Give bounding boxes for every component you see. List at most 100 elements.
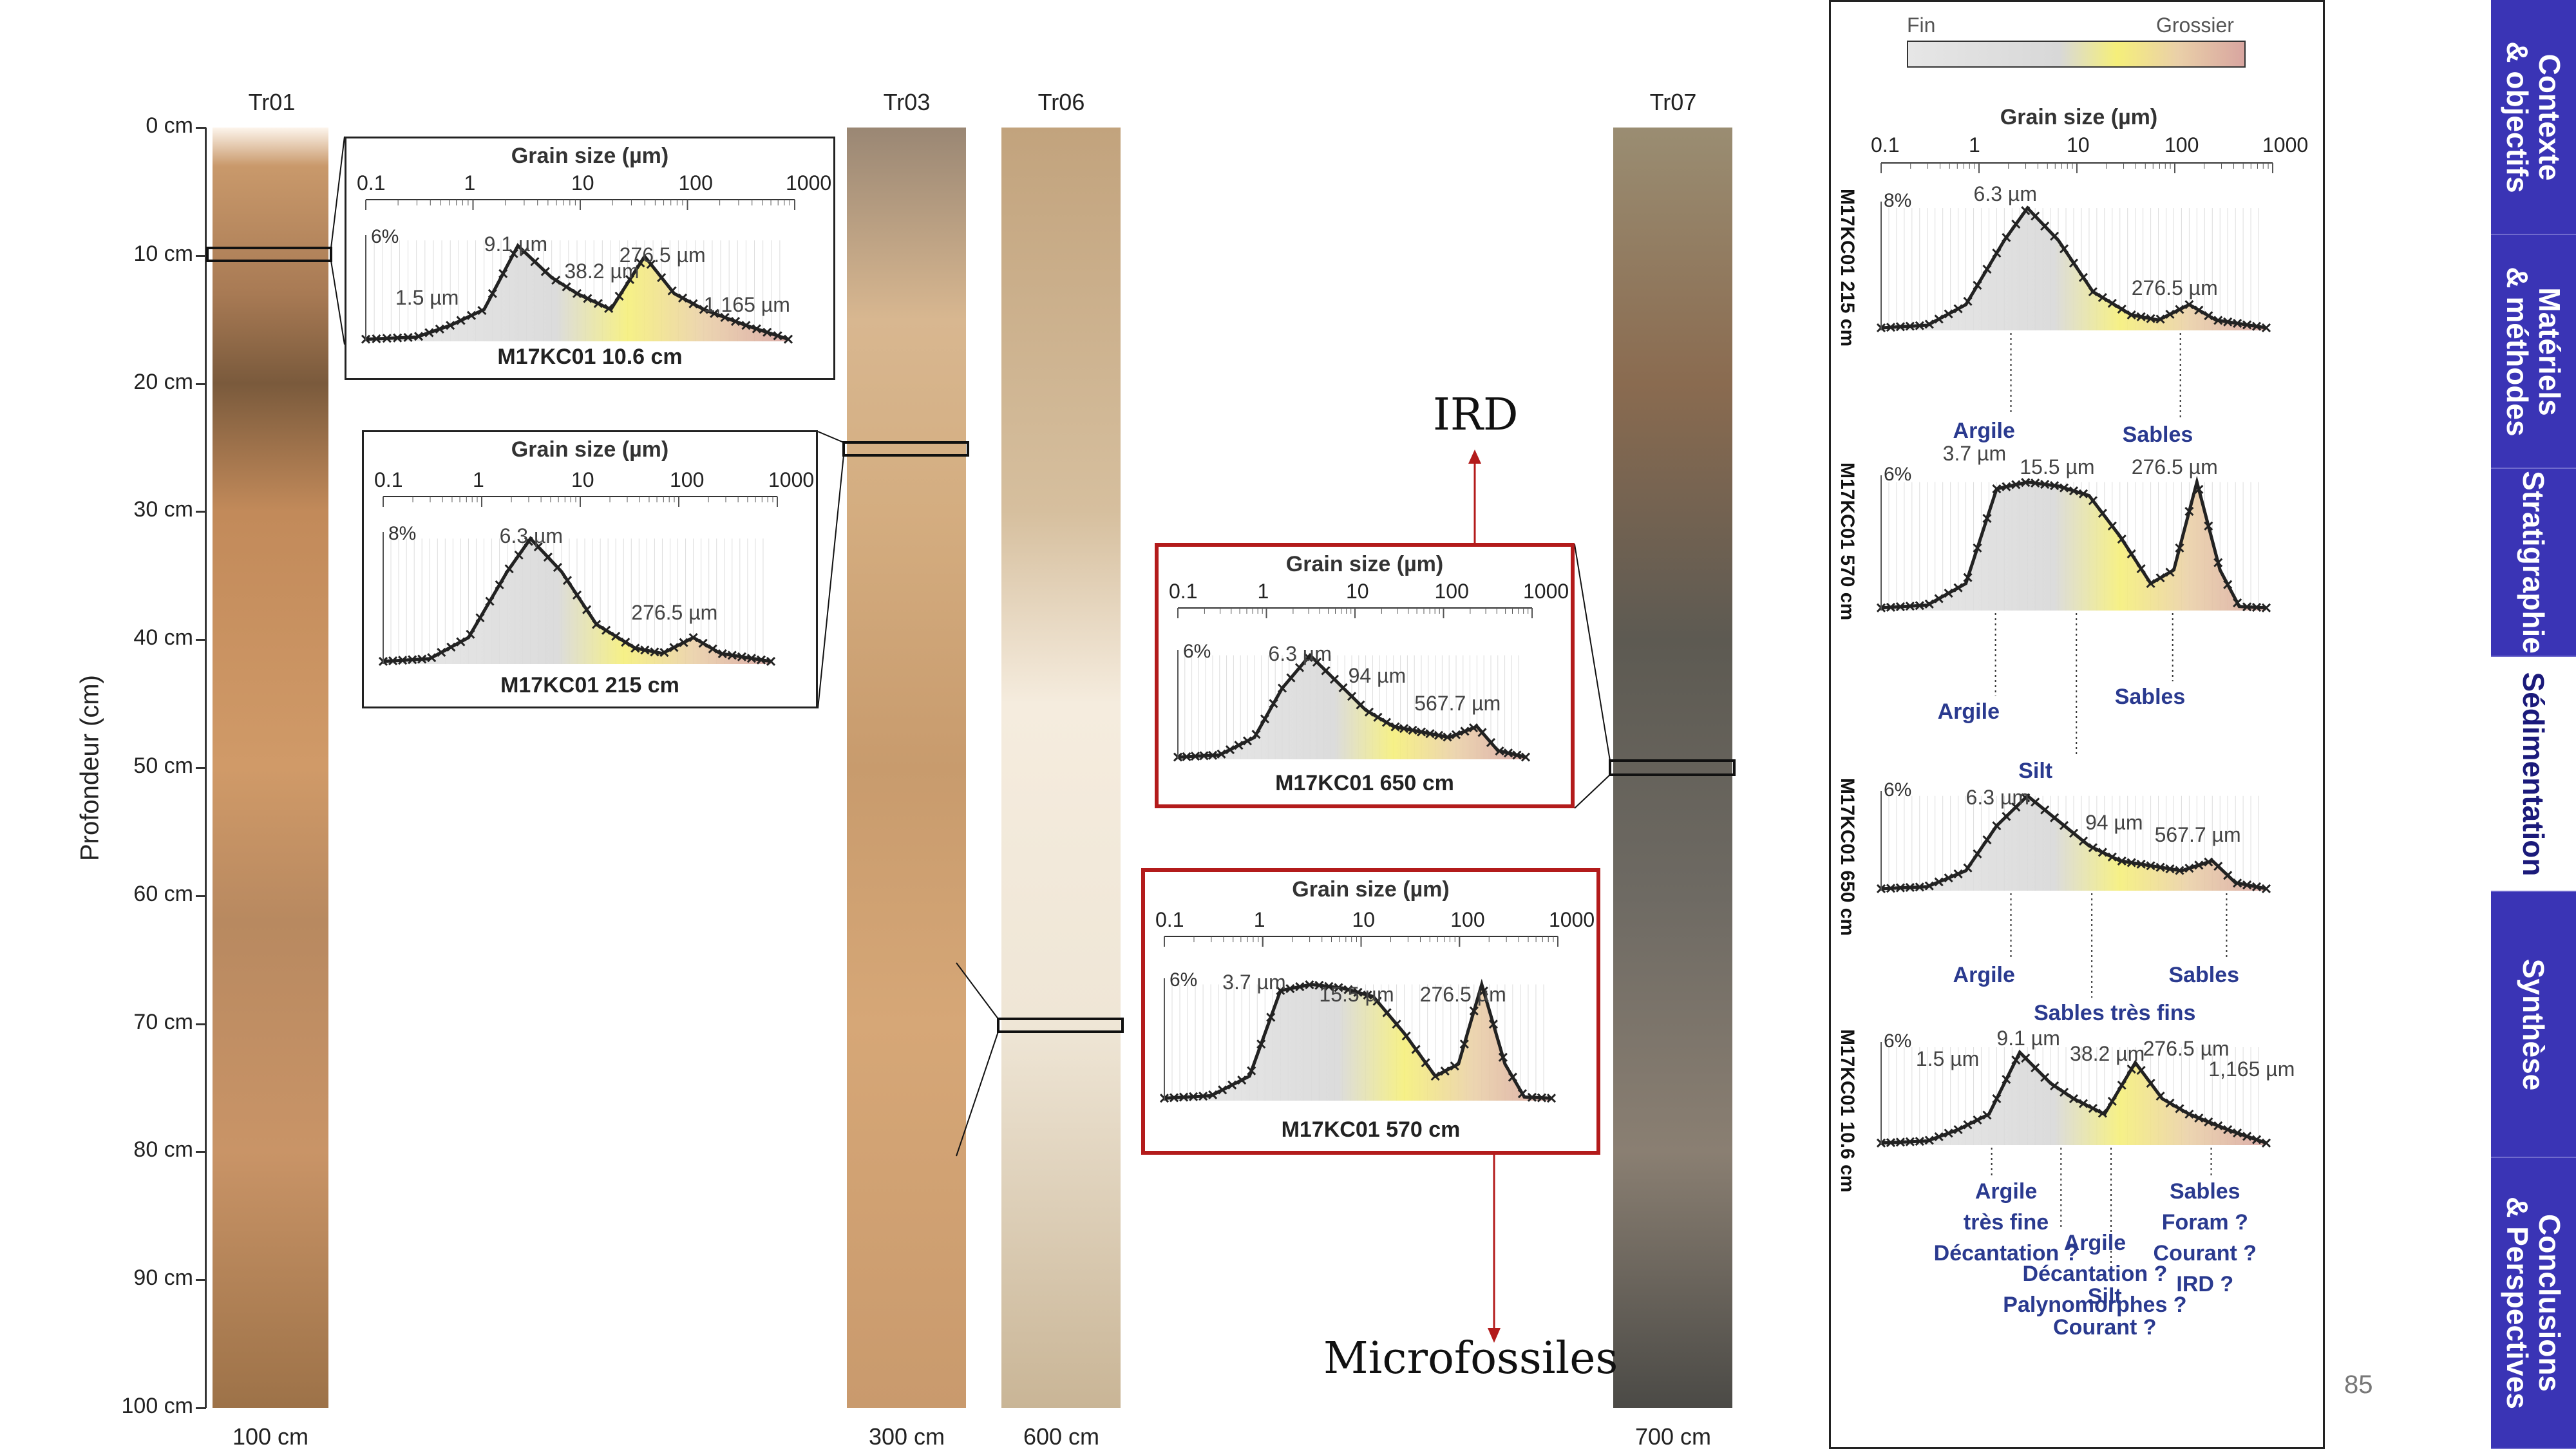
depth-tick-label: 10 cm: [133, 241, 193, 266]
inset-scale-label: 100: [1434, 580, 1469, 603]
inset-peak-label: 3.7 µm: [1222, 971, 1286, 994]
nav-tab-3[interactable]: Sédimentation: [2491, 657, 2576, 892]
inset-grain-title: Grain size (µm): [511, 437, 669, 462]
interpretation-label: Sables Foram ? Courant ? IRD ?: [2153, 1179, 2257, 1297]
core-depth-tr01: 100 cm: [232, 1423, 309, 1450]
gradient-coarse-label: Grossier: [2156, 14, 2234, 37]
core-label-tr01: Tr01: [248, 89, 296, 115]
interpretation-label: Argile très fine Décantation ?: [1933, 1179, 2079, 1266]
core-label-tr03: Tr03: [883, 89, 931, 115]
inset-peak-label: 1.5 µm: [395, 285, 459, 309]
nav-tab-label: Contexte & objectifs: [2501, 41, 2566, 193]
inset-scale-label: 1000: [1549, 908, 1595, 931]
interpretation-label: Sables très fins: [2034, 1001, 2196, 1026]
inset-10-6cm: Grain size (µm) 0.1 1 10 100 1000 6% 1.5 µm 9.1 …: [345, 137, 835, 380]
nav-tab-label: Synthèse: [2517, 958, 2550, 1090]
inset-grain-title: Grain size (µm): [1285, 552, 1444, 576]
sidebar-peak-label: 276.5 µm: [2131, 455, 2218, 479]
sidebar-peak-label: 38.2 µm: [2070, 1042, 2145, 1065]
sidebar-sample-label: M17KC01 215 cm: [1837, 189, 1858, 347]
sidebar-sample-label: M17KC01 570 cm: [1837, 462, 1858, 621]
depth-tick: [196, 1023, 206, 1025]
ird-label: IRD: [1433, 390, 1519, 441]
inset-scale-label: 1: [464, 171, 476, 194]
depth-tick: [196, 1407, 206, 1409]
inset-scale-label: 10: [571, 171, 594, 194]
sidebar-scale-label: 0.1: [1871, 133, 1900, 156]
depth-tick: [196, 1151, 206, 1153]
nav-tab-label: Sédimentation: [2517, 672, 2550, 876]
interpretation-label: Sables: [2122, 422, 2193, 447]
nav-tab-5[interactable]: Conclusions & Perspectives: [2491, 1158, 2576, 1449]
inset-sample-label: M17KC01 10.6 cm: [497, 345, 683, 369]
inset-scale-label: 1: [473, 468, 484, 491]
interpretation-label: Argile: [1953, 962, 2015, 987]
inset-scale-label: 1000: [786, 171, 832, 194]
inset-215cm: Grain size (µm) 0.1 1 10 100 1000 8% 6.3 µm 276.…: [362, 430, 818, 708]
depth-tick-label: 80 cm: [133, 1137, 193, 1162]
nav-tab-2[interactable]: Stratigraphie: [2491, 469, 2576, 657]
core-tr07: [1613, 128, 1732, 1408]
depth-tick: [196, 1279, 206, 1282]
inset-chart: [1173, 607, 1533, 762]
inset-scale-label: 1000: [768, 468, 815, 491]
inset-scale-label: 1: [1257, 580, 1269, 603]
microfossiles-label: Microfossiles: [1323, 1333, 1618, 1384]
depth-tick-label: 40 cm: [133, 625, 193, 650]
sidebar-peak-label: 6.3 µm: [1965, 786, 2030, 810]
depth-tick-label: 50 cm: [133, 754, 193, 778]
core-label-tr06: Tr06: [1037, 89, 1085, 115]
inset-chart: [1159, 936, 1558, 1103]
grain-gradient-bar: [1907, 41, 2246, 68]
sidebar-scale-label: 1: [1969, 133, 1980, 156]
sidebar-scale-label: 1000: [2262, 133, 2309, 156]
sidebar-peak-label: 94 µm: [2085, 811, 2143, 834]
nav-tab-label: Conclusions & Perspectives: [2501, 1197, 2566, 1409]
depth-tick: [196, 127, 206, 129]
sidebar-peak-label: 3.7 µm: [1942, 441, 2007, 465]
interpretation-label: Sables: [2114, 684, 2186, 709]
inset-scale-label: 10: [1352, 908, 1376, 931]
interpretation-label: Sables: [2168, 962, 2240, 987]
nav-tab-4[interactable]: Synthèse: [2491, 892, 2576, 1158]
sidebar-peak-label: 276.5 µm: [2143, 1037, 2230, 1060]
inset-scale-label: 0.1: [357, 171, 386, 194]
depth-tick: [196, 383, 206, 385]
sidebar-pct-label: 6%: [1884, 1030, 1912, 1052]
depth-tick-label: 30 cm: [133, 497, 193, 522]
inset-scale-label: 100: [678, 171, 713, 194]
page-number: 85: [2344, 1370, 2373, 1399]
inset-scale-label: 100: [670, 468, 705, 491]
nav-tab-label: Matériels & méthodes: [2501, 266, 2566, 437]
sidebar-peak-label: 276.5 µm: [2131, 276, 2218, 299]
inset-pct-label: 6%: [1183, 641, 1211, 662]
interpretation-label: Silt: [2018, 759, 2053, 784]
core-depth-tr07: 700 cm: [1634, 1423, 1712, 1450]
core-depth-tr06: 600 cm: [1023, 1423, 1100, 1450]
inset-650cm: Grain size (µm) 0.1 1 10 100 1000 6% 6.3 µm 94 µ…: [1155, 543, 1575, 808]
sidebar-grain-title: Grain size (µm): [2000, 105, 2158, 129]
nav-tab-0[interactable]: Contexte & objectifs: [2491, 0, 2576, 235]
core-tr03: [847, 128, 966, 1408]
interpretation-label: Silt Courant ?: [2053, 1284, 2157, 1340]
inset-scale-label: 100: [1450, 908, 1485, 931]
interpretation-label: Argile: [1937, 699, 2000, 724]
sidebar-charts: [1876, 162, 2273, 1282]
sidebar-peak-label: 567.7 µm: [2154, 822, 2241, 846]
inset-peak-label: 1,165 µm: [703, 293, 790, 317]
inset-scale-label: 0.1: [374, 468, 403, 491]
inset-pct-label: 6%: [1170, 969, 1198, 991]
depth-tick: [196, 639, 206, 641]
inset-peak-label: 276.5 µm: [631, 600, 718, 624]
nav-tab-1[interactable]: Matériels & méthodes: [2491, 235, 2576, 469]
inset-sample-label: M17KC01 570 cm: [1281, 1117, 1461, 1142]
interpretation-panel: Fin Grossier Grain size (µm) 0.1 1 10 100 10…: [1829, 0, 2325, 1449]
depth-tick: [196, 511, 206, 513]
core-label-tr07: Tr07: [1649, 89, 1697, 115]
inset-scale-label: 1000: [1523, 580, 1569, 603]
depth-tick-label: 90 cm: [133, 1266, 193, 1291]
core-depth-tr03: 300 cm: [868, 1423, 945, 1450]
nav-tab-label: Stratigraphie: [2517, 471, 2550, 654]
depth-tick: [196, 895, 206, 897]
inset-peak-label: 6.3 µm: [1268, 642, 1332, 665]
